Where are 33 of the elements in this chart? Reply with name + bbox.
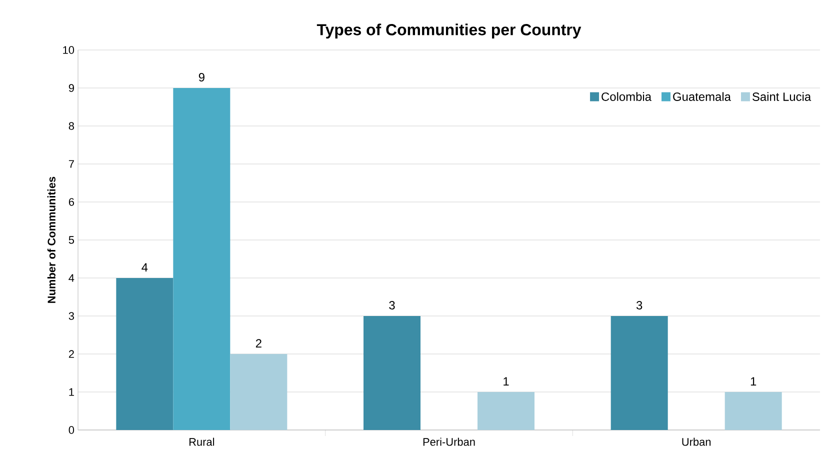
data-label: 2 — [256, 339, 262, 348]
legend-label: Guatemala — [673, 92, 731, 101]
data-label: 1 — [750, 377, 756, 386]
y-tick-label: 5 — [68, 236, 74, 244]
legend-label: Saint Lucia — [752, 92, 812, 101]
y-tick-label: 4 — [68, 274, 74, 282]
bar — [364, 316, 421, 430]
chart-title: Types of Communities per Country — [316, 24, 582, 38]
data-label: 4 — [142, 263, 148, 272]
data-label: 3 — [389, 301, 395, 310]
y-tick-label: 8 — [68, 122, 74, 130]
y-tick-label: 6 — [68, 198, 74, 206]
y-tick-label: 10 — [63, 46, 74, 54]
x-tick-label: Urban — [682, 438, 711, 446]
y-tick-label: 0 — [68, 426, 74, 434]
bar — [230, 354, 288, 430]
data-label: 9 — [198, 73, 204, 82]
x-tick-label: Rural — [189, 438, 214, 446]
bar — [116, 278, 174, 430]
y-tick-label: 1 — [69, 388, 74, 396]
y-tick-label: 7 — [68, 160, 74, 168]
y-tick-label: 9 — [68, 84, 74, 92]
y-tick-label: 3 — [68, 312, 74, 320]
y-tick-label: 2 — [68, 350, 74, 358]
y-axis-title: Number of Communities — [47, 176, 56, 303]
bar — [610, 316, 668, 430]
legend-label: Colombia — [602, 92, 652, 101]
data-label: 3 — [636, 301, 642, 310]
bar — [173, 88, 230, 430]
bar — [724, 392, 782, 430]
data-label: 1 — [504, 377, 509, 386]
x-tick-label: Peri-Urban — [423, 438, 475, 446]
bar — [478, 392, 535, 430]
